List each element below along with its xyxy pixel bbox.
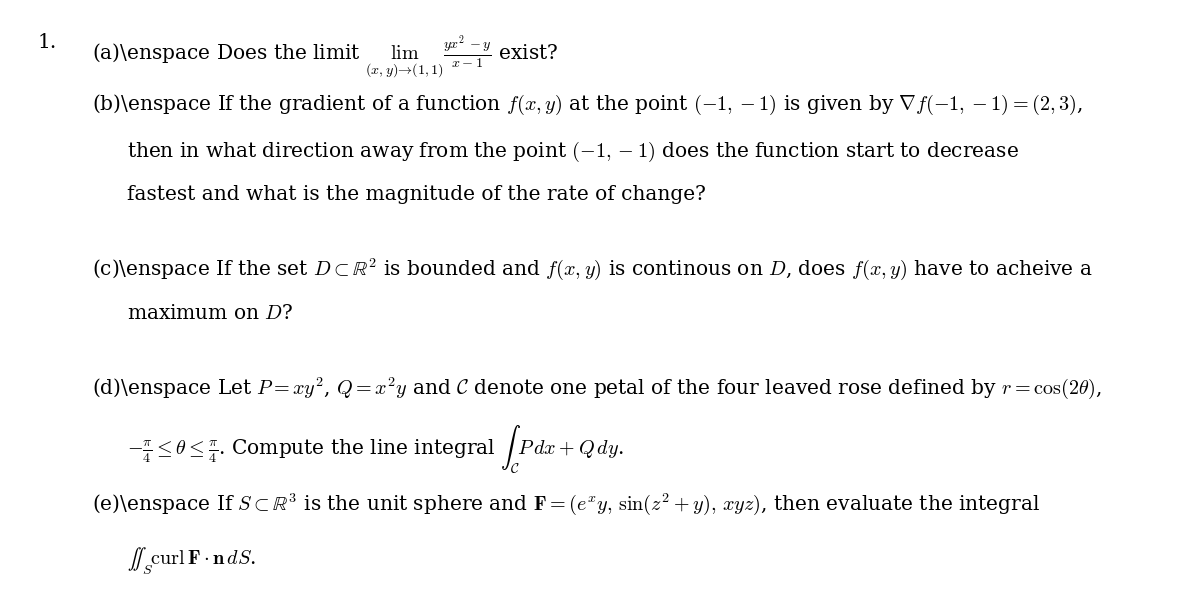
- Text: (d)\enspace Let $P = xy^2$, $Q = x^2y$ and $\mathcal{C}$ denote one petal of the: (d)\enspace Let $P = xy^2$, $Q = x^2y$ a…: [92, 376, 1102, 401]
- Text: maximum on $D$?: maximum on $D$?: [127, 304, 294, 323]
- Text: $-\frac{\pi}{4} \leq \theta \leq \frac{\pi}{4}$. Compute the line integral $\int: $-\frac{\pi}{4} \leq \theta \leq \frac{\…: [127, 423, 624, 475]
- Text: (a)\enspace Does the limit $\lim_{(x,y)\to(1,1)} \frac{yx^2-y}{x-1}$ exist?: (a)\enspace Does the limit $\lim_{(x,y)\…: [92, 33, 558, 80]
- Text: $\iint_S \mathrm{curl}\,\mathbf{F} \cdot \mathbf{n}\,dS$.: $\iint_S \mathrm{curl}\,\mathbf{F} \cdot…: [127, 545, 256, 577]
- Text: (b)\enspace If the gradient of a function $f(x, y)$ at the point $(-1, -1)$ is g: (b)\enspace If the gradient of a functio…: [92, 92, 1082, 117]
- Text: then in what direction away from the point $(-1,-1)$ does the function start to : then in what direction away from the poi…: [127, 140, 1019, 164]
- Text: (c)\enspace If the set $D \subset \mathbb{R}^2$ is bounded and $f(x, y)$ is cont: (c)\enspace If the set $D \subset \mathb…: [92, 257, 1093, 282]
- Text: fastest and what is the magnitude of the rate of change?: fastest and what is the magnitude of the…: [127, 185, 706, 204]
- Text: 1.: 1.: [38, 33, 58, 52]
- Text: (e)\enspace If $S \subset \mathbb{R}^3$ is the unit sphere and $\mathbf{F} = (e^: (e)\enspace If $S \subset \mathbb{R}^3$ …: [92, 492, 1040, 517]
